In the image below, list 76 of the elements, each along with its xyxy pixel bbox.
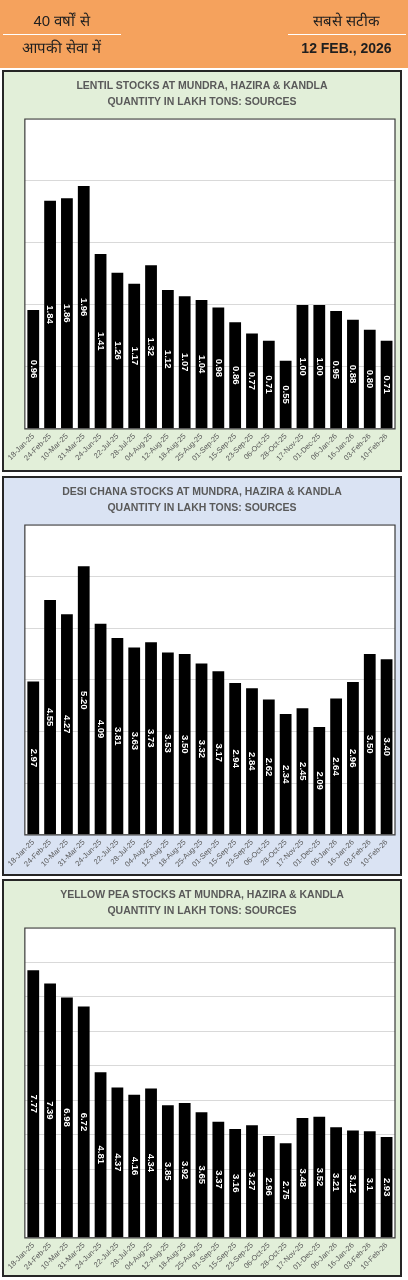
- data-label: 0.86: [230, 366, 242, 385]
- data-label: 1.84: [45, 305, 57, 325]
- data-label: 2.75: [281, 1181, 293, 1201]
- chart-title: YELLOW PEA STOCKS AT MUNDRA, HAZIRA & KANDLA: [59, 887, 345, 902]
- data-label: 3.52: [314, 1167, 326, 1187]
- data-label: 2.96: [264, 1177, 276, 1196]
- data-label: 4.81: [95, 1145, 107, 1165]
- data-label: 1.07: [180, 353, 192, 372]
- chart-subtitle: QUANTITY IN LAKH TONS: SOURCES: [106, 500, 298, 515]
- data-label: 3.16: [230, 1173, 242, 1193]
- data-label: 2.96: [348, 748, 360, 768]
- data-label: 2.45: [297, 762, 309, 782]
- data-label: 0.55: [281, 385, 293, 405]
- data-label: 2.94: [230, 749, 242, 769]
- data-label: 3.53: [163, 734, 175, 753]
- data-label: 6.98: [62, 1108, 74, 1127]
- text: आपकी सेवा में: [20, 37, 103, 58]
- text: 40 वर्षों से: [2, 7, 121, 35]
- data-label: 4.34: [146, 1153, 158, 1173]
- data-label: 1.41: [95, 331, 107, 352]
- data-label: 0.71: [264, 375, 276, 395]
- data-label: 7.39: [45, 1101, 57, 1120]
- data-label: 2.34: [281, 764, 293, 785]
- data-label: 3.12: [348, 1174, 360, 1194]
- data-label: 4.09: [95, 719, 107, 739]
- data-label: 3.81: [112, 726, 124, 747]
- data-label: 2.62: [264, 757, 276, 777]
- data-label: 6.72: [79, 1112, 91, 1132]
- data-label: 2.64: [331, 757, 343, 777]
- data-label: 2.97: [28, 748, 40, 768]
- data-label: 3.92: [180, 1160, 192, 1180]
- data-label: 3.85: [163, 1162, 175, 1182]
- data-label: 1.17: [129, 346, 141, 366]
- data-label: 2.84: [247, 752, 259, 772]
- data-label: 3.21: [331, 1173, 343, 1193]
- data-label: 0.88: [348, 364, 360, 384]
- chart-subtitle: QUANTITY IN LAKH TONS: SOURCES: [106, 94, 298, 109]
- data-label: 3.17: [213, 743, 225, 763]
- data-label: 0.95: [331, 360, 343, 380]
- chart-subtitle: QUANTITY IN LAKH TONS: SOURCES: [106, 903, 298, 918]
- chart-title: DESI CHANA STOCKS AT MUNDRA, HAZIRA & KANDLA: [61, 484, 343, 499]
- data-label: 2.93: [381, 1177, 393, 1197]
- data-label: 1.32: [146, 337, 158, 357]
- data-label: 3.32: [196, 739, 208, 759]
- data-label: 1.12: [163, 349, 175, 369]
- chart-title: LENTIL STOCKS AT MUNDRA, HAZIRA & KANDLA: [75, 78, 329, 93]
- data-label: 0.71: [381, 375, 393, 395]
- data-label: 3.63: [129, 731, 141, 751]
- data-label: 3.50: [365, 734, 377, 754]
- data-label: 1.04: [196, 354, 208, 375]
- data-label: 3.48: [297, 1168, 309, 1187]
- data-label: 0.96: [28, 359, 40, 379]
- data-label: 4.16: [129, 1156, 141, 1176]
- data-label: 3.1: [365, 1177, 377, 1192]
- text: 12 FEB., 2026: [300, 38, 393, 58]
- data-label: 3.50: [180, 734, 192, 754]
- data-label: 3.65: [196, 1165, 208, 1185]
- text: सबसे सटीक: [287, 7, 406, 35]
- data-label: 1.96: [79, 297, 91, 317]
- data-label: 0.77: [247, 371, 259, 391]
- data-label: 1.00: [297, 357, 309, 376]
- data-label: 0.80: [365, 369, 377, 389]
- data-label: 3.40: [381, 737, 393, 757]
- data-label: 1.86: [62, 304, 74, 323]
- data-label: 1.26: [112, 341, 124, 360]
- data-label: 2.09: [314, 771, 326, 790]
- data-label: 4.27: [62, 715, 74, 734]
- data-label: 1.00: [314, 357, 326, 376]
- data-label: 7.77: [28, 1094, 40, 1114]
- data-label: 4.37: [112, 1153, 124, 1172]
- data-label: 3.27: [247, 1172, 259, 1191]
- data-label: 3.37: [213, 1170, 225, 1189]
- data-label: 4.55: [45, 707, 57, 728]
- data-label: 3.73: [146, 729, 158, 748]
- data-label: 0.98: [213, 358, 225, 378]
- data-label: 5.20: [79, 691, 91, 710]
